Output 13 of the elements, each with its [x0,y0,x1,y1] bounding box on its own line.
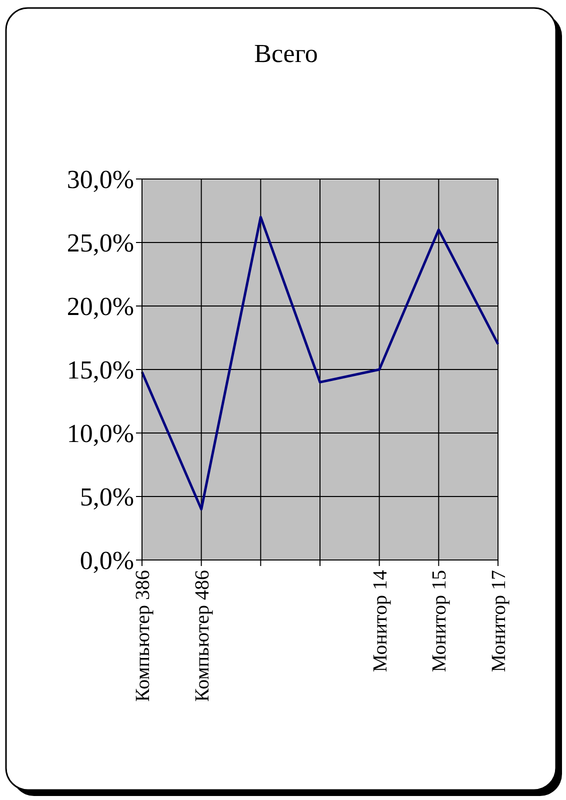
y-tick-label: 10,0% [66,419,134,448]
y-tick-label: 0,0% [80,546,134,576]
x-tick-label: Монитор 14 [369,570,392,672]
y-tick-label: 25,0% [66,228,134,258]
x-tick-label: Монитор 15 [428,570,451,672]
y-tick-label: 15,0% [66,356,134,385]
y-tick-label: 5,0% [80,482,134,512]
x-tick-label: Компьютер 386 [132,570,154,702]
x-tick-label: Монитор 17 [488,570,510,672]
chart-title: Всего [254,39,318,68]
x-tick-label: Компьютер 486 [191,570,214,702]
y-tick-label: 30,0% [66,165,134,194]
y-tick-label: 20,0% [66,292,134,322]
